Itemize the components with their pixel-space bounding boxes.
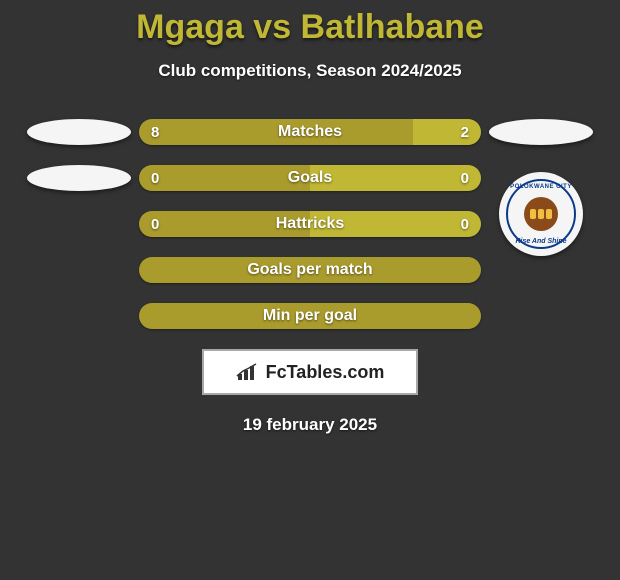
bar-center-label: Min per goal (139, 303, 481, 329)
subtitle: Club competitions, Season 2024/2025 (0, 61, 620, 81)
bar-center-label: Hattricks (139, 211, 481, 237)
badge-bottom-text: Rise And Shine (515, 238, 566, 245)
right-side-slot (481, 119, 601, 145)
stat-row: 00GoalsPOLOKWANE CITYRise And Shine (0, 165, 620, 191)
bar-center-label: Matches (139, 119, 481, 145)
bar-center-label: Goals (139, 165, 481, 191)
bar-center-label: Goals per match (139, 257, 481, 283)
barchart-icon (236, 362, 260, 382)
stat-bar: Goals per match (139, 257, 481, 283)
stat-bar: 82Matches (139, 119, 481, 145)
stat-bar: Min per goal (139, 303, 481, 329)
left-side-slot (19, 165, 139, 191)
logo-row: FcTables.com (0, 349, 620, 395)
fctables-logo: FcTables.com (202, 349, 418, 395)
stat-rows: 82Matches 00Goals POLOKWANE CITY Rise And S… (0, 119, 620, 329)
page-title: Mgaga vs Batlhabane (0, 8, 620, 47)
badge-inner: POLOKWANE CITY Rise And Shine (506, 179, 576, 249)
stat-row: 82Matches (0, 119, 620, 145)
club-badge: POLOKWANE CITY Rise And Shine (499, 172, 583, 256)
date-text: 19 february 2025 (0, 415, 620, 435)
player-ellipse (27, 165, 131, 191)
left-side-slot (19, 119, 139, 145)
stat-row: Min per goal (0, 303, 620, 329)
badge-figures-icon (530, 209, 552, 219)
comparison-infographic: Mgaga vs Batlhabane Club competitions, S… (0, 0, 620, 435)
stat-bar: 00Goals (139, 165, 481, 191)
badge-top-text: POLOKWANE CITY (510, 184, 572, 190)
badge-center-icon (524, 197, 558, 231)
player-ellipse (489, 119, 593, 145)
stat-bar: 00Hattricks (139, 211, 481, 237)
stat-row: Goals per match (0, 257, 620, 283)
player-ellipse (27, 119, 131, 145)
logo-text: FcTables.com (266, 362, 385, 383)
